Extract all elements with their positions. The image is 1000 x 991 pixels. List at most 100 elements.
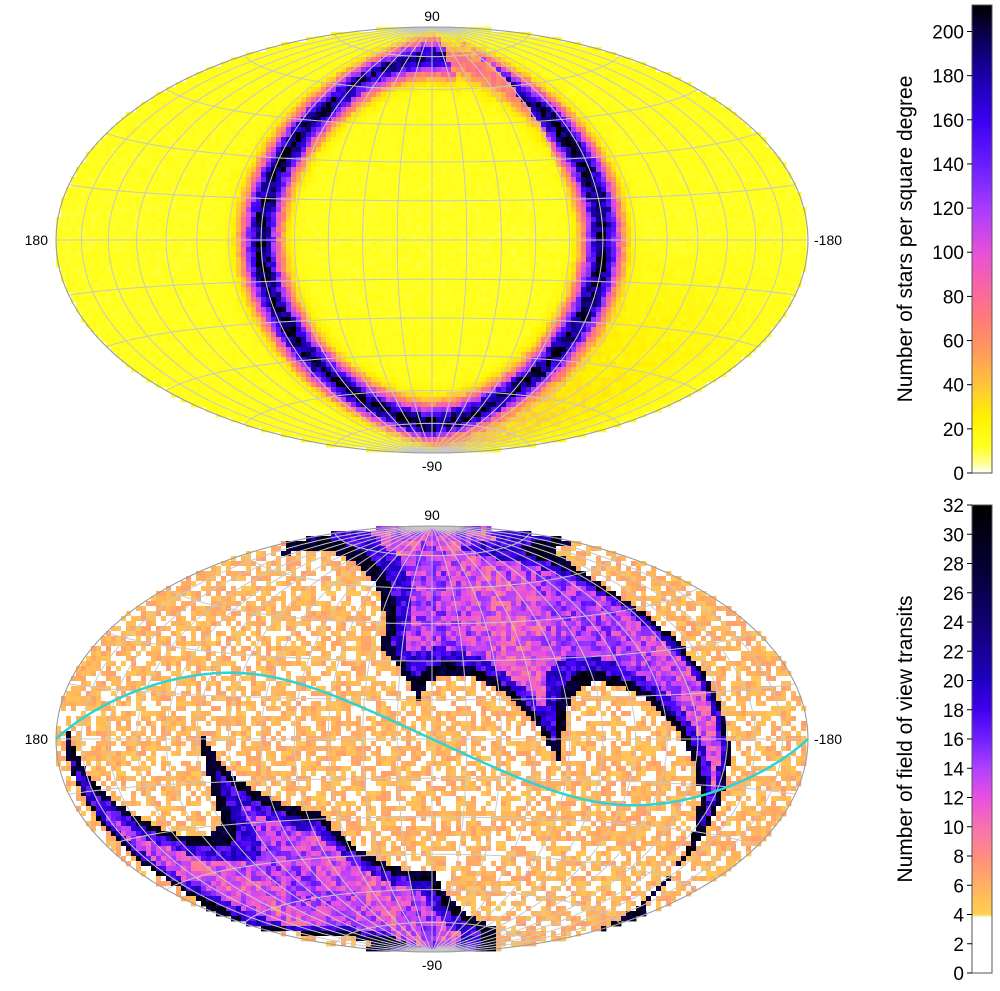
heatmap-cell: [206, 117, 212, 123]
heatmap-cell: [266, 117, 272, 123]
heatmap-cell: [686, 207, 692, 213]
heatmap-cell: [686, 92, 692, 98]
heatmap-cell: [381, 192, 387, 198]
heatmap-cell: [706, 147, 712, 153]
star-density-map: 90 -90 180 -180: [25, 8, 843, 474]
heatmap-cell: [226, 97, 232, 103]
heatmap-cell: [131, 217, 137, 223]
heatmap-cell: [411, 42, 417, 48]
heatmap-cell: [411, 82, 417, 88]
heatmap-cell: [351, 117, 357, 123]
heatmap-cell: [341, 87, 347, 93]
heatmap-cell: [371, 177, 377, 183]
heatmap-cell: [626, 77, 632, 83]
heatmap-cell: [711, 162, 717, 168]
heatmap-cell: [411, 232, 417, 238]
heatmap-cell: [351, 82, 357, 88]
heatmap-cell: [476, 42, 482, 48]
heatmap-cell: [236, 137, 242, 143]
heatmap-cell: [206, 222, 212, 228]
heatmap-cell: [596, 57, 602, 63]
heatmap-cell: [626, 187, 632, 193]
heatmap-cell: [656, 87, 662, 93]
heatmap-cell: [441, 52, 447, 58]
heatmap-cell: [356, 187, 362, 193]
heatmap-cell: [296, 127, 302, 133]
heatmap-cell: [301, 177, 307, 183]
heatmap-cell: [601, 202, 607, 208]
heatmap-cell: [531, 162, 537, 168]
heatmap-cell: [136, 167, 142, 173]
heatmap-cell: [376, 107, 382, 113]
heatmap-cell: [181, 152, 187, 158]
heatmap-cell: [671, 192, 677, 198]
heatmap-cell: [226, 102, 232, 108]
heatmap-cell: [311, 127, 317, 133]
heatmap-cell: [171, 162, 177, 168]
heatmap-cell: [466, 57, 472, 63]
heatmap-cell: [531, 142, 537, 148]
heatmap-cell: [326, 162, 332, 168]
heatmap-cell: [431, 182, 437, 188]
heatmap-cell: [461, 192, 467, 198]
heatmap-cell: [101, 147, 107, 153]
heatmap-cell: [601, 152, 607, 158]
heatmap-cell: [321, 72, 327, 78]
heatmap-cell: [591, 217, 597, 223]
heatmap-cell: [176, 107, 182, 113]
heatmap-cell: [186, 82, 192, 88]
heatmap-cell: [121, 137, 127, 143]
heatmap-cell: [581, 57, 587, 63]
heatmap-cell: [451, 217, 457, 223]
heatmap-cell: [171, 147, 177, 153]
heatmap-cell: [271, 77, 277, 83]
heatmap-cell: [616, 207, 622, 213]
heatmap-cell: [156, 222, 162, 228]
heatmap-cell: [241, 197, 247, 203]
heatmap-cell: [61, 227, 67, 233]
heatmap-cell: [481, 62, 487, 68]
heatmap-cell: [506, 157, 512, 163]
heatmap-cell: [451, 137, 457, 143]
heatmap-cell: [521, 102, 527, 108]
heatmap-cell: [361, 117, 367, 123]
heatmap-cell: [256, 217, 262, 223]
heatmap-cell: [286, 77, 292, 83]
heatmap-cell: [156, 122, 162, 128]
heatmap-cell: [311, 162, 317, 168]
heatmap-cell: [261, 87, 267, 93]
heatmap-cell: [326, 77, 332, 83]
heatmap-cell: [246, 227, 252, 233]
heatmap-cell: [501, 47, 507, 53]
heatmap-cell: [291, 137, 297, 143]
heatmap-cell: [306, 92, 312, 98]
heatmap-cell: [281, 182, 287, 188]
heatmap-cell: [546, 177, 552, 183]
heatmap-cell: [331, 232, 337, 238]
heatmap-cell: [261, 162, 267, 168]
heatmap-cell: [781, 177, 787, 183]
heatmap-cell: [651, 137, 657, 143]
heatmap-cell: [566, 112, 572, 118]
heatmap-cell: [351, 107, 357, 113]
heatmap-cell: [206, 212, 212, 218]
heatmap-cell: [691, 102, 697, 108]
heatmap-cell: [431, 37, 437, 43]
heatmap-cell: [261, 232, 267, 238]
heatmap-cell: [586, 197, 592, 203]
heatmap-cell: [711, 152, 717, 158]
heatmap-cell: [291, 107, 297, 113]
heatmap-cell: [286, 82, 292, 88]
heatmap-cell: [76, 177, 82, 183]
heatmap-cell: [641, 172, 647, 178]
heatmap-cell: [751, 212, 757, 218]
heatmap-cell: [436, 167, 442, 173]
heatmap-cell: [311, 87, 317, 93]
heatmap-cell: [656, 182, 662, 188]
heatmap-cell: [581, 77, 587, 83]
heatmap-cell: [361, 217, 367, 223]
heatmap-cell: [366, 97, 372, 103]
heatmap-cell: [231, 222, 237, 228]
heatmap-cell: [241, 182, 247, 188]
heatmap-cell: [436, 137, 442, 143]
